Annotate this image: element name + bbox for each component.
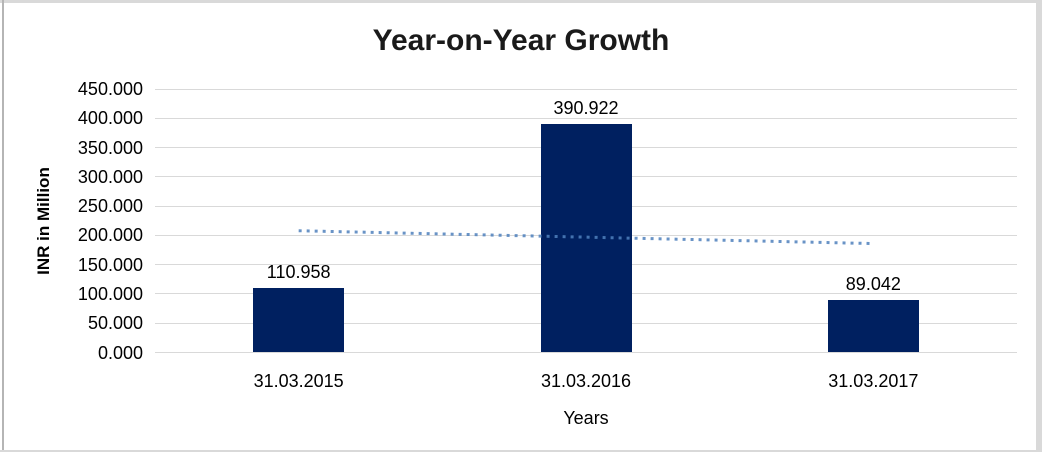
gridline (155, 88, 1017, 90)
gridline (155, 352, 1017, 353)
y-axis-tick-label: 450.000 (77, 79, 143, 99)
chart-title: Year-on-Year Growth (372, 24, 670, 57)
y-axis-tick-label: 150.000 (77, 254, 143, 275)
x-axis-tick-label: 31.03.2015 (253, 371, 344, 391)
x-axis-tick-label: 31.03.2017 (828, 371, 919, 391)
y-axis-tick-label: 100.000 (77, 283, 143, 304)
y-axis-tick-label: 250.000 (77, 196, 143, 217)
frame-border-bottom (0, 450, 1042, 452)
x-axis-tick-label: 31.03.2016 (540, 371, 632, 391)
x-axis-title: Years (563, 408, 609, 428)
bar-value-label: 89.042 (845, 274, 901, 295)
y-axis-tick-label: 400.000 (77, 108, 143, 129)
bar-value-label: 110.958 (266, 261, 331, 282)
frame-border-top (0, 0, 1042, 3)
y-axis-tick-label: 50.000 (87, 313, 143, 334)
bar-31.03.2017 (827, 300, 919, 353)
y-axis-tick-label: 350.000 (77, 137, 143, 158)
y-axis-tick-label: 0.000 (97, 342, 143, 363)
y-axis-tick-label: 200.000 (77, 225, 143, 246)
frame-border-right (1036, 0, 1042, 452)
gridline (155, 117, 1017, 119)
y-axis-tick-label: 300.000 (77, 166, 143, 187)
bar-31.03.2015 (253, 287, 345, 353)
bar-value-label: 390.922 (553, 97, 619, 118)
bar-31.03.2016 (540, 123, 632, 353)
frame-border-left (2, 0, 4, 451)
